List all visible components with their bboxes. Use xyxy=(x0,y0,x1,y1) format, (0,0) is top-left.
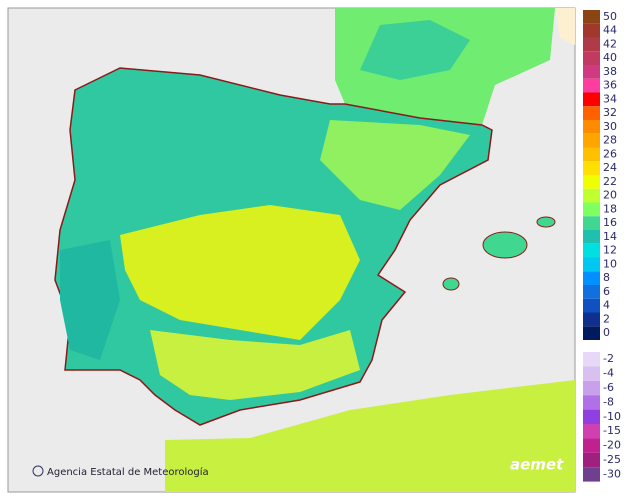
legend-swatch xyxy=(583,438,600,453)
legend-label: 40 xyxy=(603,51,617,64)
legend-swatch xyxy=(583,285,600,299)
legend-swatch xyxy=(583,424,600,439)
legend-label: 6 xyxy=(603,285,610,298)
copyright-icon xyxy=(32,465,44,477)
legend-swatch xyxy=(583,202,600,217)
legend-label: 38 xyxy=(603,65,617,78)
legend-label: 36 xyxy=(603,79,617,92)
legend-swatch xyxy=(583,409,600,424)
mallorca xyxy=(482,231,528,259)
legend-label: -2 xyxy=(603,352,614,365)
portugal-coast xyxy=(60,240,120,360)
legend-label: -20 xyxy=(603,439,621,452)
legend-swatch xyxy=(583,92,600,107)
legend-swatch xyxy=(583,243,600,258)
legend-label: -6 xyxy=(603,381,614,394)
legend-label: 50 xyxy=(603,10,617,23)
legend-swatch xyxy=(583,352,600,367)
legend-swatch xyxy=(583,23,600,38)
legend-swatch xyxy=(583,467,600,482)
legend-label: 32 xyxy=(603,106,617,119)
legend-label: -4 xyxy=(603,367,614,380)
credit: Agencia Estatal de Meteorología xyxy=(47,466,209,478)
legend-label: 10 xyxy=(603,257,617,270)
warm-south xyxy=(150,330,360,400)
legend-label: 44 xyxy=(603,24,617,37)
legend-label: 34 xyxy=(603,92,617,105)
legend-swatch xyxy=(583,188,600,203)
legend-label: 28 xyxy=(603,134,617,147)
legend-label: -8 xyxy=(603,395,614,408)
legend-swatch xyxy=(583,37,600,52)
legend-swatch xyxy=(583,10,600,24)
legend-swatch xyxy=(583,133,600,148)
legend-swatch xyxy=(583,326,600,340)
legend-swatch xyxy=(583,298,600,313)
legend-label: 16 xyxy=(603,216,617,229)
ibiza xyxy=(442,277,460,291)
legend-label: 12 xyxy=(603,244,617,257)
legend-label: 2 xyxy=(603,312,610,325)
legend-label: 14 xyxy=(603,230,617,243)
legend-label: 42 xyxy=(603,37,617,50)
legend-swatch xyxy=(583,120,600,134)
legend-swatch xyxy=(583,106,600,120)
legend-label: 20 xyxy=(603,189,617,202)
legend-swatch xyxy=(583,230,600,244)
warm-centre xyxy=(120,205,360,340)
legend-swatch xyxy=(583,257,600,272)
legend-swatch xyxy=(583,65,600,79)
legend-swatch xyxy=(583,271,600,285)
legend-swatch xyxy=(583,175,600,189)
legend-swatch xyxy=(583,78,600,93)
legend-swatch xyxy=(583,380,600,396)
legend-label: 22 xyxy=(603,175,617,188)
africa xyxy=(165,380,575,492)
legend-label: 24 xyxy=(603,161,617,174)
menorca xyxy=(536,216,556,228)
legend-swatch xyxy=(583,216,600,230)
legend-swatch xyxy=(583,51,600,65)
france-cool xyxy=(360,20,470,80)
legend-label: 4 xyxy=(603,299,610,312)
legend-label: 0 xyxy=(603,326,610,339)
legend-swatch xyxy=(583,312,600,327)
legend-label: 26 xyxy=(603,147,617,160)
legend-label: -15 xyxy=(603,424,621,437)
legend-label: 8 xyxy=(603,271,610,284)
legend-swatch xyxy=(583,395,600,410)
legend-swatch xyxy=(583,452,600,468)
legend-label: 30 xyxy=(603,120,617,133)
island-land xyxy=(555,8,575,45)
legend-swatch xyxy=(583,366,600,381)
logo: aemet xyxy=(510,456,564,474)
legend-label: -25 xyxy=(603,453,621,466)
legend-label: -30 xyxy=(603,467,621,480)
legend-swatch xyxy=(583,147,600,162)
legend-label: 18 xyxy=(603,202,617,215)
legend-label: -10 xyxy=(603,410,621,423)
legend-swatch xyxy=(583,161,600,175)
ebro-valley xyxy=(320,120,470,210)
